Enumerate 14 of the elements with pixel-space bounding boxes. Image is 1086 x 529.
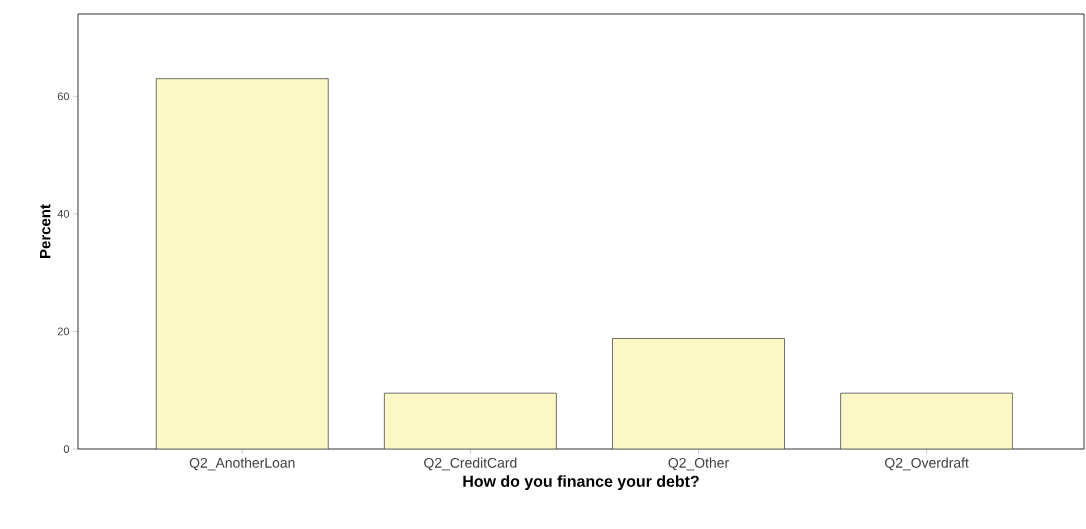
y-tick-label: 40 — [57, 209, 70, 218]
bar — [840, 392, 1013, 449]
bar — [156, 78, 329, 449]
y-tick-label: 60 — [57, 92, 70, 101]
y-tick-label: 0 — [63, 445, 70, 453]
bar — [612, 338, 785, 449]
bar — [384, 392, 557, 449]
y-tick-label: 20 — [57, 327, 70, 336]
x-tick-label: Q2_CreditCard — [424, 457, 517, 471]
x-axis-title: How do you finance your debt? — [463, 475, 699, 491]
y-axis-title: Percent — [40, 204, 51, 258]
x-tick-label: Q2_Overdraft — [885, 457, 969, 471]
x-tick-label: Q2_Other — [668, 457, 729, 471]
x-tick-label: Q2_AnotherLoan — [189, 457, 295, 471]
